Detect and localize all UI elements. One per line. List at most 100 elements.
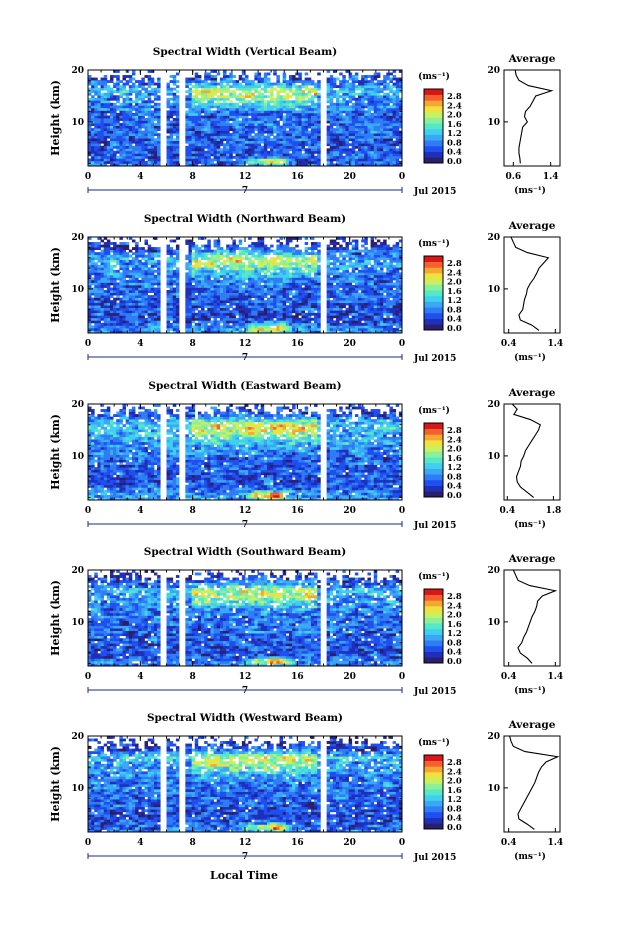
heatmap-cell [217, 88, 220, 91]
heatmap-cell [214, 295, 217, 298]
heatmap-cell [138, 153, 141, 156]
heatmap-cell [270, 83, 273, 86]
heatmap-cell [91, 146, 94, 149]
heatmap-cell [173, 83, 176, 86]
heatmap-cell [185, 277, 188, 280]
heatmap-cell [185, 313, 188, 316]
heatmap-cell [223, 131, 226, 134]
heatmap-cell [210, 113, 213, 116]
heatmap-cell [188, 245, 191, 248]
heatmap-cell [167, 290, 170, 293]
heatmap-cell [101, 310, 104, 313]
heatmap-cell [386, 73, 389, 76]
heatmap-cell [91, 80, 94, 83]
colorbar-swatch [424, 100, 443, 106]
heatmap-cell [123, 252, 126, 255]
heatmap-cell [302, 138, 305, 141]
heatmap-cell [383, 131, 386, 134]
heatmap-cell [188, 262, 191, 265]
heatmap-cell [176, 131, 179, 134]
heatmap-cell [101, 328, 104, 331]
heatmap-cell [289, 128, 292, 131]
heatmap-cell [280, 133, 283, 136]
heatmap-cell [292, 143, 295, 146]
heatmap-cell [258, 146, 261, 149]
heatmap-cell [192, 303, 195, 306]
heatmap-cell [355, 153, 358, 156]
heatmap-cell [138, 310, 141, 313]
heatmap-cell [314, 93, 317, 96]
heatmap-cell [358, 158, 361, 161]
heatmap-cell [204, 313, 207, 316]
heatmap-cell [245, 126, 248, 129]
heatmap-cell [148, 110, 151, 113]
heatmap-cell [339, 90, 342, 93]
heatmap-cell [167, 161, 170, 164]
heatmap-cell [283, 143, 286, 146]
heatmap-cell [229, 315, 232, 318]
heatmap-cell [176, 141, 179, 144]
heatmap-cell [192, 318, 195, 321]
heatmap-cell [236, 303, 239, 306]
heatmap-cell [273, 105, 276, 108]
heatmap-cell [352, 75, 355, 78]
heatmap-cell [198, 148, 201, 151]
heatmap-cell [389, 148, 392, 151]
heatmap-cell [232, 105, 235, 108]
colorbar-swatch [424, 152, 443, 158]
heatmap-cell [242, 295, 245, 298]
heatmap-cell [386, 103, 389, 106]
heatmap-cell [176, 161, 179, 164]
heatmap-cell [239, 151, 242, 154]
heatmap-cell [88, 128, 91, 131]
heatmap-cell [104, 136, 107, 139]
heatmap-cell [264, 303, 267, 306]
heatmap-cell [295, 138, 298, 141]
heatmap-cell [232, 252, 235, 255]
heatmap-cell [383, 75, 386, 78]
heatmap-cell [396, 128, 399, 131]
heatmap-cell [151, 318, 154, 321]
heatmap-cell [349, 113, 352, 116]
heatmap-cell [198, 123, 201, 126]
heatmap-cell [280, 115, 283, 118]
heatmap-cell [173, 313, 176, 316]
heatmap-cell [355, 98, 358, 101]
heatmap-cell [148, 280, 151, 283]
heatmap-cell [308, 138, 311, 141]
heatmap-cell [223, 75, 226, 78]
heatmap-cell [167, 300, 170, 303]
heatmap-cell [138, 280, 141, 283]
heatmap-cell [145, 323, 148, 326]
heatmap-cell [214, 260, 217, 263]
heatmap-cell [135, 151, 138, 154]
heatmap-cell [185, 83, 188, 86]
heatmap-cell [386, 156, 389, 159]
heatmap-cell [167, 305, 170, 308]
heatmap-cell [280, 90, 283, 93]
heatmap-cell [170, 280, 173, 283]
heatmap-cell [251, 288, 254, 291]
heatmap-cell [207, 158, 210, 161]
heatmap-cell [104, 118, 107, 121]
heatmap-cell [204, 90, 207, 93]
heatmap-cell [204, 290, 207, 293]
heatmap-cell [138, 98, 141, 101]
heatmap-cell [374, 108, 377, 111]
heatmap-cell [298, 108, 301, 111]
heatmap-cell [383, 93, 386, 96]
heatmap-cell [138, 108, 141, 111]
heatmap-cell [280, 146, 283, 149]
heatmap-cell [308, 105, 311, 108]
heatmap-cell [220, 93, 223, 96]
heatmap-cell [204, 110, 207, 113]
heatmap-cell [126, 158, 129, 161]
heatmap-cell [129, 280, 132, 283]
heatmap-cell [91, 161, 94, 164]
heatmap-cell [220, 143, 223, 146]
heatmap-cell [371, 100, 374, 103]
heatmap-cell [242, 308, 245, 311]
heatmap-cell [336, 131, 339, 134]
heatmap-cell [254, 282, 257, 285]
heatmap-cell [148, 303, 151, 306]
